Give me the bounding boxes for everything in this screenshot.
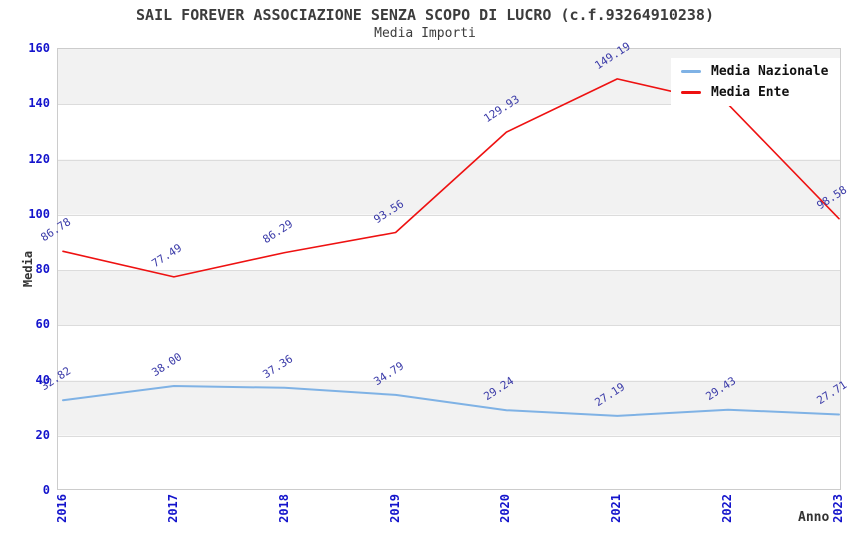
ente-line-swatch xyxy=(681,91,701,94)
y-tick-label: 0 xyxy=(42,483,50,497)
y-tick-label: 60 xyxy=(35,317,50,332)
x-tick-label: 2017 xyxy=(165,494,180,523)
y-tick-label: 160 xyxy=(28,41,50,55)
y-tick-label: 100 xyxy=(28,206,50,221)
gridline xyxy=(58,214,840,216)
legend-item-ente: Media Ente xyxy=(681,84,828,101)
y-tick-label: 20 xyxy=(35,427,50,442)
chart-subtitle: Media Importi xyxy=(374,26,476,41)
gridline xyxy=(58,159,840,161)
gridline xyxy=(58,104,840,106)
legend-item-nazionale: Media Nazionale xyxy=(681,63,828,80)
series-line-media-nazionale xyxy=(62,385,840,417)
legend-label: Media Ente xyxy=(711,85,790,100)
series-svg xyxy=(62,78,840,417)
x-tick-label: 2020 xyxy=(498,494,513,523)
gridline xyxy=(58,325,840,327)
x-tick-label: 2018 xyxy=(276,494,291,523)
x-tick-label: 2016 xyxy=(55,494,69,523)
y-tick-label: 40 xyxy=(35,372,50,387)
x-axis-title: Anno xyxy=(798,510,830,525)
x-tick-label: 2019 xyxy=(387,494,402,523)
y-tick-label: 80 xyxy=(35,262,50,276)
y-tick-label: 120 xyxy=(28,151,50,166)
x-tick-label: 2021 xyxy=(609,494,624,523)
chart-title: SAIL FOREVER ASSOCIAZIONE SENZA SCOPO DI… xyxy=(136,6,714,24)
x-tick-label: 2022 xyxy=(720,494,735,523)
legend-label: Media Nazionale xyxy=(711,64,829,79)
nazionale-line-swatch xyxy=(681,70,701,73)
gridline xyxy=(58,270,840,271)
gridline xyxy=(58,435,840,437)
gridline xyxy=(58,380,840,382)
x-tick-label: 2023 xyxy=(831,494,845,523)
y-tick-label: 140 xyxy=(28,96,50,111)
plot-area: 32.82 38.00 37.36 34.79 29.24 27.19 29.43 27.71… xyxy=(38,39,849,490)
legend: Media Nazionale Media Ente xyxy=(671,58,841,106)
